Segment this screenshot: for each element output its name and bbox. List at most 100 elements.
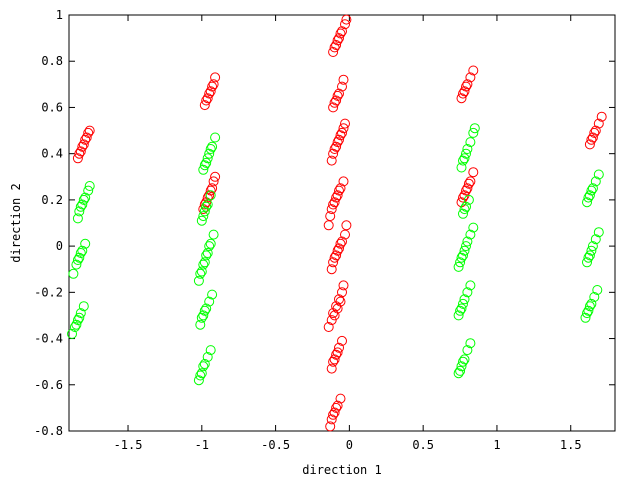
- red-point: [204, 88, 215, 99]
- plot-frame: [68, 14, 616, 432]
- red-point: [337, 236, 347, 247]
- green-point: [77, 245, 88, 256]
- red-point: [332, 245, 343, 256]
- red-point: [332, 400, 343, 411]
- green-point: [462, 345, 473, 356]
- green-point: [80, 238, 91, 249]
- red-point: [459, 86, 470, 97]
- green-point: [586, 245, 597, 256]
- red-point: [328, 102, 339, 113]
- green-point: [199, 359, 210, 369]
- red-point: [77, 141, 88, 152]
- y-tick-label: -0.6: [34, 378, 63, 392]
- green-point: [74, 206, 85, 217]
- green-point: [67, 328, 77, 339]
- red-point: [208, 176, 219, 187]
- red-point: [334, 88, 344, 99]
- red-point: [334, 243, 344, 254]
- green-point: [83, 185, 94, 196]
- green-point: [461, 148, 471, 159]
- red-point: [205, 185, 216, 196]
- x-tick-label: -1: [195, 438, 209, 452]
- red-point: [328, 409, 339, 420]
- green-point: [587, 241, 598, 252]
- green-point: [74, 252, 85, 263]
- green-point: [78, 301, 89, 312]
- red-point: [456, 93, 467, 104]
- green-point: [201, 157, 212, 168]
- green-point: [458, 356, 468, 367]
- green-point: [205, 345, 216, 356]
- green-point: [201, 201, 212, 212]
- green-point: [586, 185, 597, 196]
- green-point: [583, 305, 594, 316]
- red-point: [208, 79, 219, 90]
- green-point: [75, 248, 86, 258]
- data-points: [67, 14, 607, 432]
- red-point: [584, 139, 595, 150]
- green-point: [198, 211, 209, 222]
- red-point: [331, 40, 342, 50]
- red-point: [468, 167, 479, 178]
- green-point: [456, 252, 467, 263]
- green-point: [69, 322, 80, 332]
- green-point: [593, 227, 604, 238]
- green-point: [589, 292, 600, 302]
- red-point: [341, 220, 352, 231]
- red-point: [80, 134, 91, 145]
- red-point: [338, 176, 349, 187]
- red-point: [83, 127, 94, 138]
- green-point: [587, 183, 598, 194]
- green-point: [593, 169, 604, 180]
- red-point: [337, 127, 347, 138]
- green-point: [196, 215, 207, 226]
- red-point: [340, 19, 350, 30]
- red-point: [331, 95, 342, 106]
- red-point: [78, 139, 89, 150]
- green-point: [198, 164, 209, 175]
- red-point: [199, 100, 210, 111]
- red-point: [329, 97, 340, 108]
- green-point: [195, 268, 206, 279]
- green-point: [68, 268, 79, 279]
- green-point: [199, 305, 210, 316]
- y-tick-label: -0.4: [34, 332, 63, 346]
- red-point: [341, 14, 352, 25]
- green-point: [459, 245, 470, 256]
- red-point: [338, 74, 349, 85]
- green-point: [195, 319, 206, 330]
- x-tick-label: 0: [346, 438, 353, 452]
- red-point: [589, 127, 600, 138]
- red-point: [328, 356, 339, 367]
- green-point: [465, 137, 476, 148]
- green-point: [201, 303, 212, 314]
- green-point: [198, 259, 209, 270]
- red-point: [331, 349, 342, 360]
- red-point: [329, 42, 340, 53]
- green-point: [78, 194, 89, 205]
- red-point: [335, 130, 346, 141]
- green-point: [580, 312, 591, 323]
- red-point: [199, 199, 210, 210]
- red-point: [323, 322, 334, 332]
- red-point: [332, 35, 343, 46]
- green-point: [198, 310, 209, 321]
- green-point: [592, 285, 603, 295]
- green-point: [75, 201, 86, 212]
- red-point: [461, 185, 471, 196]
- red-point: [462, 79, 473, 90]
- x-tick-label: 0.5: [412, 438, 434, 452]
- green-point: [202, 199, 213, 210]
- red-point: [340, 229, 350, 240]
- red-point: [332, 137, 343, 148]
- red-point: [338, 280, 349, 291]
- green-point: [584, 301, 595, 312]
- y-tick-label: 0.2: [41, 193, 63, 207]
- axis-ticks: -1.5 -1 -0.5 0 0.5 1 1.5 -0.8 -0.6 -0.4 -0.2 0 0.2 0.…: [34, 8, 615, 452]
- red-point: [328, 199, 339, 210]
- red-point: [74, 148, 85, 159]
- red-point: [331, 402, 342, 413]
- red-point: [81, 132, 92, 143]
- red-point: [325, 421, 336, 432]
- green-point: [72, 315, 83, 326]
